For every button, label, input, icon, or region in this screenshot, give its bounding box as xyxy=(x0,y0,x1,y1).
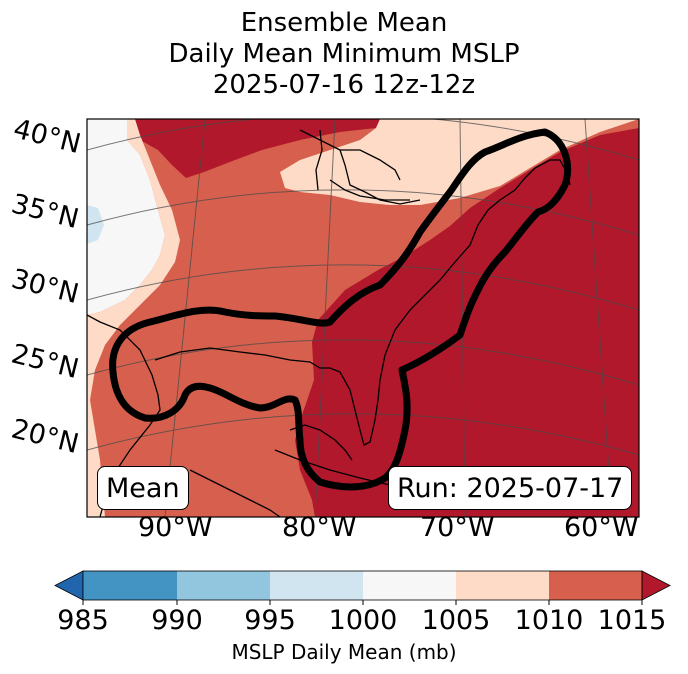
colorbar-tick-995: 995 xyxy=(244,605,296,636)
lon-label-80w: 80°W xyxy=(282,512,357,543)
colorbar-tick-1010: 1010 xyxy=(514,605,584,636)
colorbar xyxy=(54,570,671,605)
title-line-2: Daily Mean Minimum MSLP xyxy=(168,39,520,69)
map-frame xyxy=(86,118,640,518)
colorbar-extend-low xyxy=(54,570,84,601)
pressure-field-1000-1005-west xyxy=(87,119,165,315)
pressure-field-995-1000 xyxy=(87,205,104,244)
colorbar-tick-1000: 1000 xyxy=(328,605,398,636)
colorbar-tick-985: 985 xyxy=(57,605,109,636)
pressure-field-above-1015-north xyxy=(127,119,380,178)
colorbar-bin-985-990 xyxy=(83,571,177,600)
pressure-field-1005-1010-west xyxy=(87,119,180,517)
mean-box-label: Mean xyxy=(97,466,189,510)
colorbar-bin-1010-1015 xyxy=(549,571,642,600)
title-line-3: 2025-07-16 12z-12z xyxy=(212,70,476,100)
contour-outline xyxy=(109,128,572,491)
colorbar-bin-990-995 xyxy=(177,571,270,600)
colorbar-bin-995-1000 xyxy=(270,571,363,600)
lon-label-70w: 70°W xyxy=(420,512,495,543)
colorbar-tick-1015: 1015 xyxy=(597,605,667,636)
coastlines xyxy=(87,129,571,517)
colorbar-label: MSLP Daily Mean (mb) xyxy=(231,640,457,664)
lon-label-60w: 60°W xyxy=(564,512,639,543)
colorbar-tick-1005: 1005 xyxy=(421,605,491,636)
colorbar-bin-1000-1005 xyxy=(363,571,456,600)
colorbar-tick-990: 990 xyxy=(151,605,203,636)
run-box-label: Run: 2025-07-17 xyxy=(388,466,633,510)
colorbar-bin-1005-1010 xyxy=(456,571,549,600)
pressure-field-1005-1010-north xyxy=(280,119,639,205)
title-line-1: Ensemble Mean xyxy=(240,8,448,38)
lon-label-90w: 90°W xyxy=(138,512,213,543)
graticule xyxy=(87,119,639,517)
colorbar-extend-high xyxy=(641,570,671,601)
